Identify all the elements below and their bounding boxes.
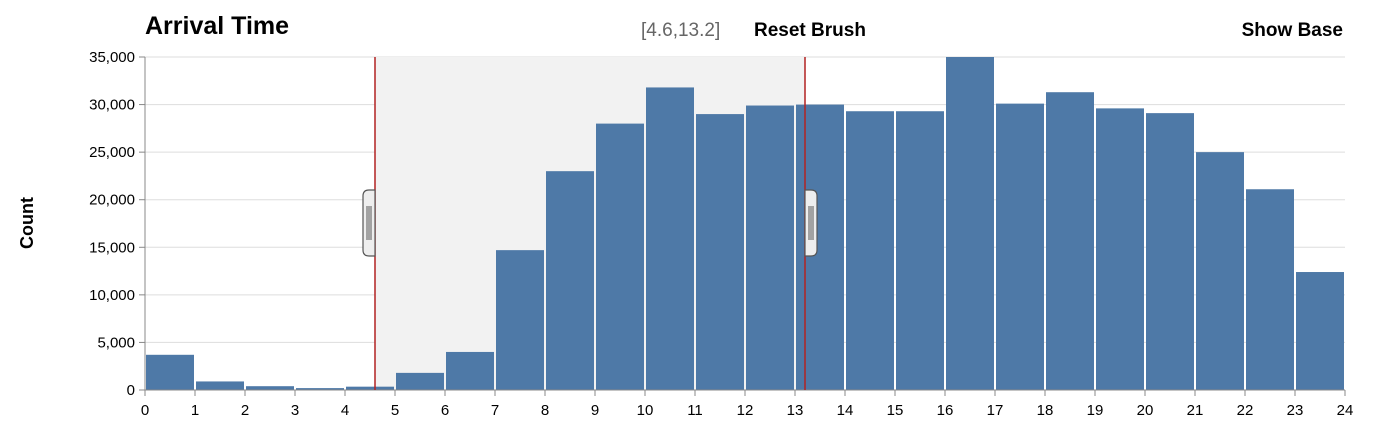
x-tick-label: 4 (341, 402, 349, 419)
histogram-bar (246, 386, 294, 390)
brush-range-label: [4.6,13.2] (641, 20, 721, 41)
x-tick-label: 16 (937, 402, 954, 419)
y-tick-label: 25,000 (89, 144, 135, 161)
x-tick-label: 13 (787, 402, 804, 419)
histogram-bar (696, 114, 744, 390)
histogram-bar (646, 87, 694, 391)
histogram-bar (846, 111, 894, 390)
histogram-bar (596, 123, 644, 390)
chart-title: Arrival Time (145, 12, 290, 40)
x-tick-label: 23 (1287, 402, 1304, 419)
y-axis-label: Count (17, 197, 37, 249)
y-tick-label: 5,000 (97, 334, 135, 351)
x-tick-label: 5 (391, 402, 399, 419)
histogram-bar (1046, 92, 1094, 391)
x-tick-label: 21 (1187, 402, 1204, 419)
histogram-bar (446, 351, 494, 390)
histogram-bar (1196, 152, 1244, 390)
y-tick-label: 20,000 (89, 192, 135, 209)
show-base-button[interactable]: Show Base (1241, 20, 1343, 41)
y-tick-label: 10,000 (89, 287, 135, 304)
axes: 0 5,000 10,000 15,000 20,000 25,000 30,000 35,0… (89, 49, 1353, 419)
histogram-bar (1246, 189, 1294, 390)
y-tick-label: 15,000 (89, 239, 135, 256)
x-tick-label: 8 (541, 402, 549, 419)
histogram-bar (396, 372, 444, 390)
bars (146, 57, 1344, 391)
y-tick-label: 30,000 (89, 97, 135, 114)
histogram-bar (1096, 108, 1144, 391)
x-tick-label: 2 (241, 402, 249, 419)
histogram-bar (746, 105, 794, 390)
histogram-bar (796, 104, 844, 391)
histogram-bar (996, 103, 1044, 391)
histogram-bar (546, 171, 594, 390)
histogram-bar (1296, 272, 1344, 390)
x-tick-label: 9 (591, 402, 599, 419)
histogram-bar (296, 388, 344, 390)
x-tick-label: 19 (1087, 402, 1104, 419)
histogram-bar (346, 386, 394, 390)
reset-brush-button[interactable]: Reset Brush (754, 20, 866, 41)
x-tick-label: 7 (491, 402, 499, 419)
x-tick-label: 3 (291, 402, 299, 419)
histogram-bar (146, 354, 194, 390)
x-tick-label: 12 (737, 402, 754, 419)
x-tick-label: 10 (637, 402, 654, 419)
x-tick-label: 1 (191, 402, 199, 419)
x-tick-label: 0 (141, 402, 149, 419)
x-tick-label: 18 (1037, 402, 1054, 419)
x-tick-label: 17 (987, 402, 1004, 419)
y-tick-label: 35,000 (89, 49, 135, 66)
x-tick-label: 22 (1237, 402, 1254, 419)
histogram-bar (946, 57, 994, 390)
histogram-bar (196, 381, 244, 390)
histogram-bar (896, 111, 944, 390)
x-tick-label: 24 (1337, 402, 1354, 419)
x-tick-label: 14 (837, 402, 854, 419)
y-tick-label: 0 (127, 382, 135, 399)
x-tick-label: 20 (1137, 402, 1154, 419)
histogram-bar (496, 250, 544, 390)
x-tick-label: 11 (687, 402, 703, 419)
x-tick-label: 15 (887, 402, 904, 419)
x-tick-label: 6 (441, 402, 449, 419)
histogram-bar (1146, 113, 1194, 391)
brush-handles[interactable] (362, 57, 818, 390)
